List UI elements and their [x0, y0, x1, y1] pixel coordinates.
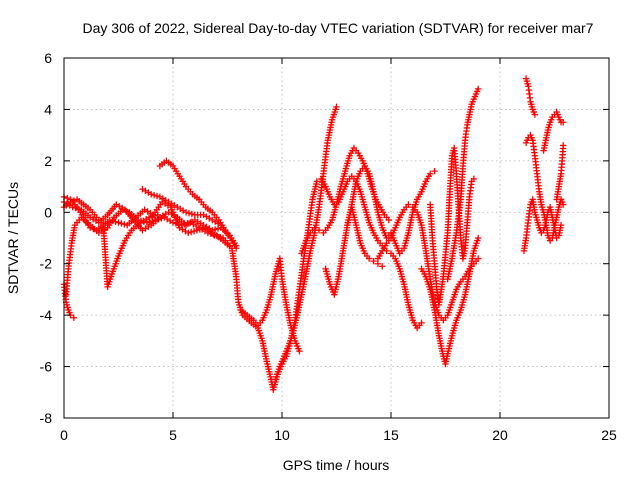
data-point: [370, 257, 377, 265]
chart-title: Day 306 of 2022, Sidereal Day-to-day VTE…: [83, 20, 594, 36]
x-axis-label: GPS time / hours: [283, 457, 390, 473]
data-point: [233, 245, 240, 252]
data-point: [214, 233, 221, 240]
data-point: [121, 221, 128, 228]
data-point: [145, 214, 153, 221]
x-tick-label: 20: [492, 427, 508, 443]
data-point: [211, 226, 219, 233]
data-point: [187, 228, 195, 236]
data-point: [72, 204, 79, 212]
data-point: [385, 216, 393, 224]
y-tick-label: 2: [44, 153, 52, 169]
data-point: [475, 234, 482, 242]
data-point: [112, 218, 119, 225]
data-point: [296, 347, 303, 355]
data-point: [150, 191, 158, 199]
y-tick-label: 4: [44, 101, 52, 117]
y-tick-label: -4: [40, 307, 53, 323]
data-point: [109, 217, 116, 225]
data-point: [154, 211, 161, 219]
data-point: [70, 314, 78, 321]
data-point: [188, 210, 196, 218]
x-tick-label: 0: [60, 427, 68, 443]
data-point: [67, 198, 74, 206]
data-point: [115, 219, 122, 226]
data-point: [118, 220, 125, 227]
data-point: [366, 255, 373, 262]
data-point: [199, 225, 206, 232]
data-point: [333, 103, 340, 111]
data-point: [70, 197, 78, 204]
data-point: [557, 221, 565, 229]
data-point: [196, 226, 204, 233]
x-tick-label: 15: [383, 427, 399, 443]
axis-ticks: 0 5 10 15 20 25 -8 -6 -4 -2 0 2 4 6: [40, 50, 617, 443]
data-point: [106, 216, 113, 224]
data-point: [190, 227, 198, 235]
data-point: [427, 170, 434, 177]
data-point: [64, 194, 71, 202]
plot-frame: [63, 57, 610, 419]
data-point: [153, 192, 161, 200]
data-point: [313, 178, 321, 185]
data-point: [211, 232, 218, 239]
data-point: [185, 229, 192, 237]
y-tick-label: 6: [44, 50, 52, 66]
data-point: [531, 111, 539, 118]
data-point: [90, 225, 97, 233]
data-point: [418, 319, 425, 327]
x-tick-label: 25: [601, 427, 617, 443]
y-tick-label: -8: [40, 410, 53, 426]
data-point: [148, 213, 156, 220]
y-tick-label: -6: [40, 359, 53, 375]
y-tick-label: 0: [44, 204, 52, 220]
data-point: [560, 201, 567, 208]
x-tick-label: 5: [169, 427, 177, 443]
data-point: [148, 191, 155, 198]
data-point: [209, 227, 216, 234]
data-point: [315, 227, 323, 234]
data-point: [560, 142, 567, 149]
data-point: [311, 224, 318, 231]
x-tick-label: 10: [274, 427, 290, 443]
data-point: [379, 263, 386, 270]
data-marks: [60, 75, 567, 393]
data-point: [185, 209, 193, 217]
data-point: [405, 201, 412, 208]
data-point: [182, 209, 190, 216]
data-point: [470, 175, 478, 183]
data-point: [475, 255, 482, 262]
data-point: [69, 203, 76, 211]
data-point: [560, 119, 567, 126]
data-point: [431, 167, 438, 175]
data-point: [151, 212, 159, 219]
data-point: [217, 233, 224, 241]
y-tick-label: -2: [40, 256, 53, 272]
data-point: [75, 205, 82, 213]
data-point: [210, 231, 217, 238]
data-point: [193, 227, 201, 234]
y-axis-label: SDTVAR / TECUs: [5, 182, 21, 294]
data-point: [146, 218, 153, 225]
data-point: [475, 85, 482, 93]
data-point: [181, 221, 188, 228]
data-point: [86, 224, 94, 231]
data-point: [143, 219, 151, 226]
